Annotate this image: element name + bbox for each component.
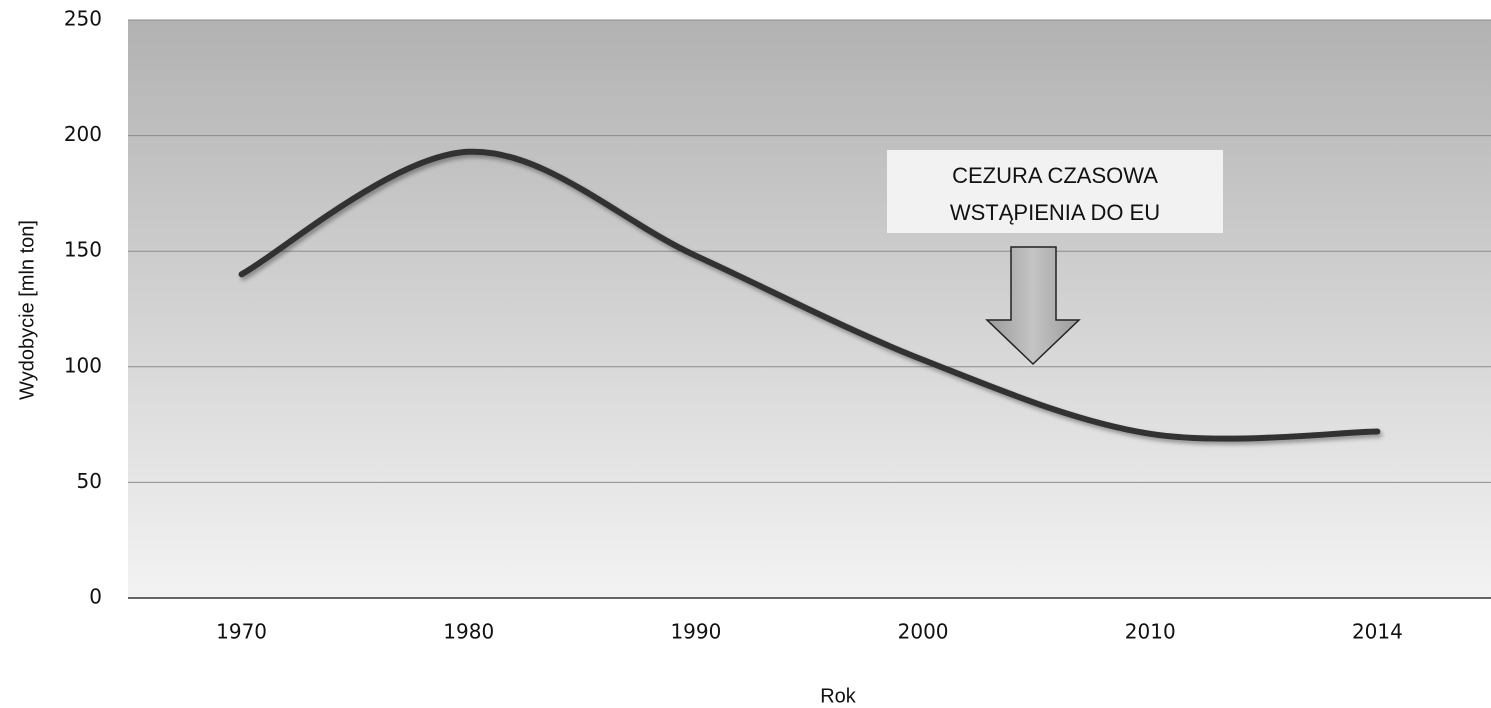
x-tick-label: 2000 bbox=[898, 620, 949, 644]
y-tick-label: 100 bbox=[64, 353, 102, 377]
annotation-text: CEZURA CZASOWA bbox=[952, 163, 1158, 188]
x-axis-label: Rok bbox=[820, 685, 857, 707]
annotation-box bbox=[887, 150, 1223, 233]
y-tick-label: 250 bbox=[64, 7, 102, 31]
x-tick-label: 1990 bbox=[670, 620, 721, 644]
x-tick-label: 2014 bbox=[1352, 620, 1403, 644]
x-tick-label: 1980 bbox=[443, 620, 494, 644]
annotation-text: WSTĄPIENIA DO EU bbox=[950, 200, 1160, 225]
y-tick-label: 50 bbox=[77, 469, 102, 493]
y-tick-label: 200 bbox=[64, 122, 102, 146]
annotation-arrow bbox=[985, 246, 1081, 366]
y-axis-label: Wydobycie [mln ton] bbox=[16, 220, 38, 400]
x-tick-label: 2010 bbox=[1125, 620, 1176, 644]
y-tick-label: 150 bbox=[64, 238, 102, 262]
y-tick-label: 0 bbox=[89, 585, 102, 609]
x-tick-label: 1970 bbox=[216, 620, 267, 644]
line-series bbox=[238, 148, 1381, 442]
